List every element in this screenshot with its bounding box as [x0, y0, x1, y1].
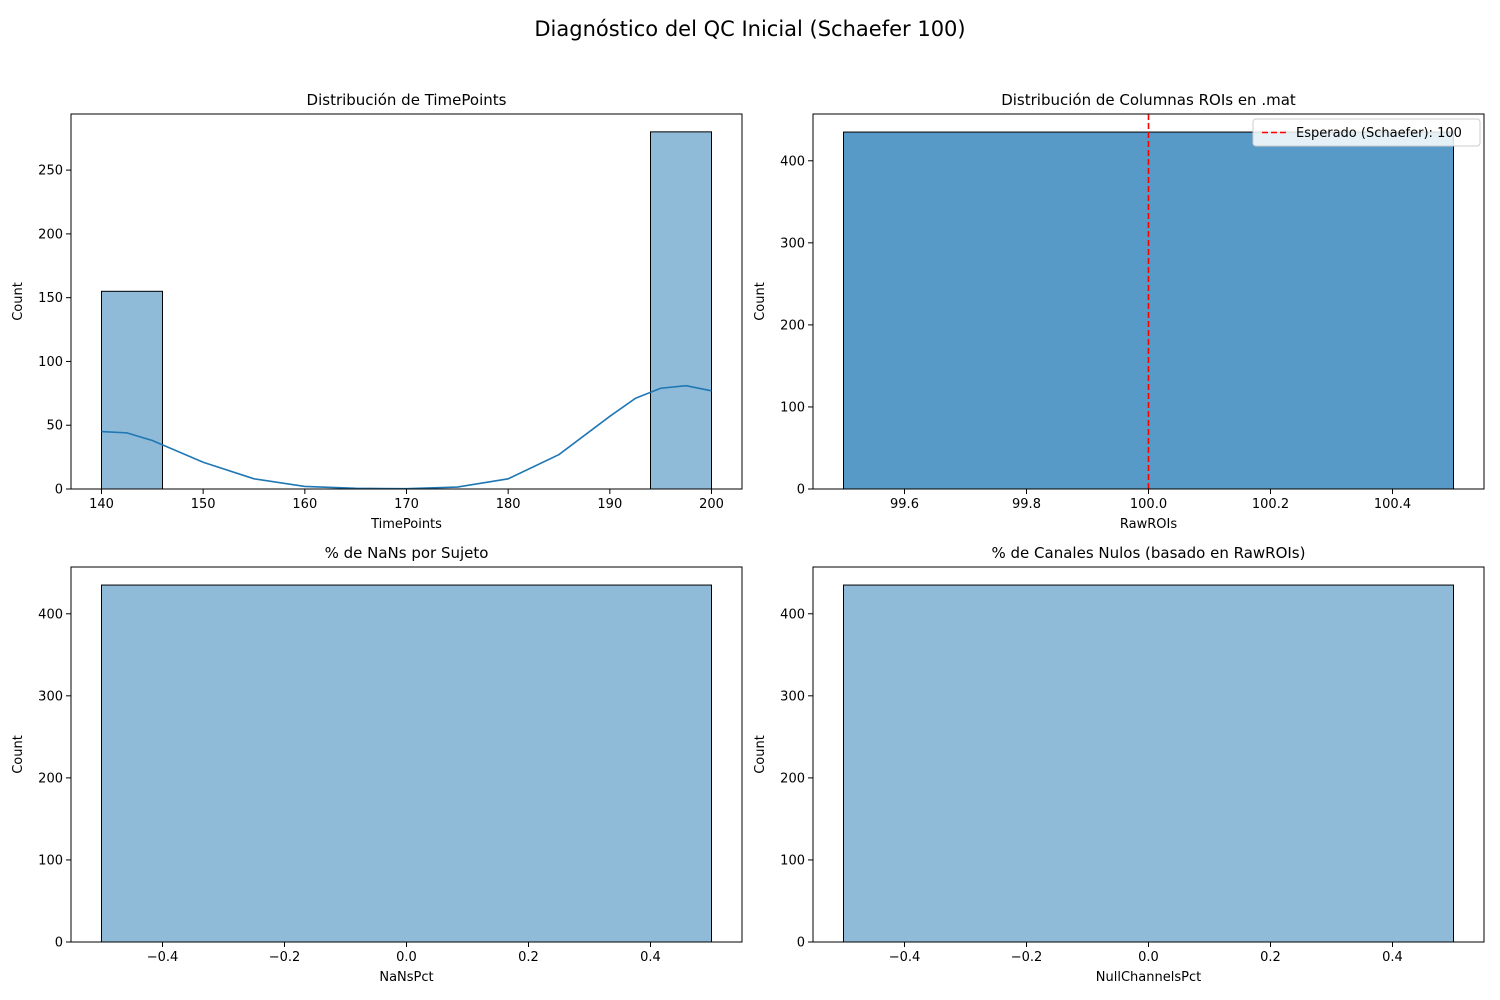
y-tick-label: 100	[780, 853, 805, 868]
legend-box	[1252, 118, 1481, 147]
y-tick-label: 0	[55, 483, 63, 498]
subplot-title: Distribución de TimePoints	[307, 91, 507, 109]
x-tick-label: 0.4	[640, 950, 661, 965]
y-tick-label: 400	[780, 154, 805, 169]
subplot-3: −0.4 −0.2 0.0 0.2 0.4 0 100 200 300 400 % de NaNs …	[11, 544, 743, 985]
x-tick-label: 200	[699, 497, 724, 512]
x-tick-label: 150	[191, 497, 216, 512]
y-tick-label: 400	[38, 607, 63, 622]
y-axis-label: Count	[11, 735, 26, 774]
x-tick-label: 0.2	[1260, 950, 1281, 965]
subplot-2: 99.6 99.8 100.0 100.2 100.4 0 100 200 300 400 Dist…	[753, 91, 1485, 532]
y-tick-label: 300	[780, 689, 805, 704]
x-tick-label: 100.2	[1252, 497, 1289, 512]
y-tick-label: 300	[780, 236, 805, 251]
x-tick-label: 160	[292, 497, 317, 512]
legend: Esperado (Schaefer): 100	[1252, 118, 1481, 147]
x-tick-label: 170	[394, 497, 419, 512]
histogram-bar	[843, 584, 1454, 943]
x-tick-label: −0.2	[269, 950, 301, 965]
y-tick-label: 150	[38, 291, 63, 306]
y-tick-label: 0	[797, 483, 805, 498]
y-tick-label: 200	[38, 227, 63, 242]
kde-line	[101, 384, 712, 490]
y-tick-label: 100	[38, 355, 63, 370]
y-tick-label: 200	[780, 771, 805, 786]
histogram-bar	[101, 584, 712, 943]
y-tick-label: 100	[38, 853, 63, 868]
y-tick-label: 50	[46, 419, 63, 434]
y-tick-label: 300	[38, 689, 63, 704]
x-tick-label: 99.8	[1012, 497, 1041, 512]
y-axis-label: Count	[753, 282, 768, 321]
x-tick-label: 99.6	[890, 497, 919, 512]
x-axis-label: TimePoints	[370, 517, 442, 532]
subplot-1: 140 150 160 170 180 190 200 0 50 100 150 200 250 Dist…	[11, 91, 743, 532]
x-tick-label: 140	[89, 497, 114, 512]
y-axis-label: Count	[753, 735, 768, 774]
x-axis-label: NaNsPct	[379, 970, 433, 985]
subplot-title: % de NaNs por Sujeto	[325, 544, 489, 562]
subplot-title: % de Canales Nulos (basado en RawROIs)	[992, 544, 1306, 562]
y-tick-label: 400	[780, 607, 805, 622]
y-tick-label: 200	[38, 771, 63, 786]
x-tick-label: −0.4	[147, 950, 179, 965]
x-axis-label: NullChannelsPct	[1096, 970, 1201, 985]
histogram-bar	[843, 131, 1454, 490]
figure-title: Diagnóstico del QC Inicial (Schaefer 100…	[534, 17, 966, 41]
x-tick-label: 0.4	[1382, 950, 1403, 965]
y-tick-label: 250	[38, 164, 63, 179]
x-tick-label: 100.4	[1374, 497, 1411, 512]
x-tick-label: 0.0	[1138, 950, 1159, 965]
x-axis-label: RawROIs	[1120, 517, 1177, 532]
y-axis-label: Count	[11, 282, 26, 321]
y-tick-label: 100	[780, 400, 805, 415]
x-tick-label: 100.0	[1130, 497, 1167, 512]
axes-frame	[70, 113, 743, 490]
x-tick-label: 180	[496, 497, 521, 512]
histogram-bar	[101, 290, 163, 490]
x-tick-label: −0.4	[889, 950, 921, 965]
histogram-bar	[650, 131, 712, 490]
x-tick-label: 0.0	[396, 950, 417, 965]
x-tick-label: −0.2	[1011, 950, 1043, 965]
subplot-4: −0.4 −0.2 0.0 0.2 0.4 0 100 200 300 400 % de Canal…	[753, 544, 1485, 985]
y-tick-label: 0	[55, 936, 63, 951]
x-tick-label: 0.2	[518, 950, 539, 965]
x-tick-label: 190	[597, 497, 622, 512]
legend-label: Esperado (Schaefer): 100	[1296, 126, 1462, 141]
subplot-title: Distribución de Columnas ROIs en .mat	[1001, 91, 1296, 109]
y-tick-label: 0	[797, 936, 805, 951]
y-tick-label: 200	[780, 318, 805, 333]
